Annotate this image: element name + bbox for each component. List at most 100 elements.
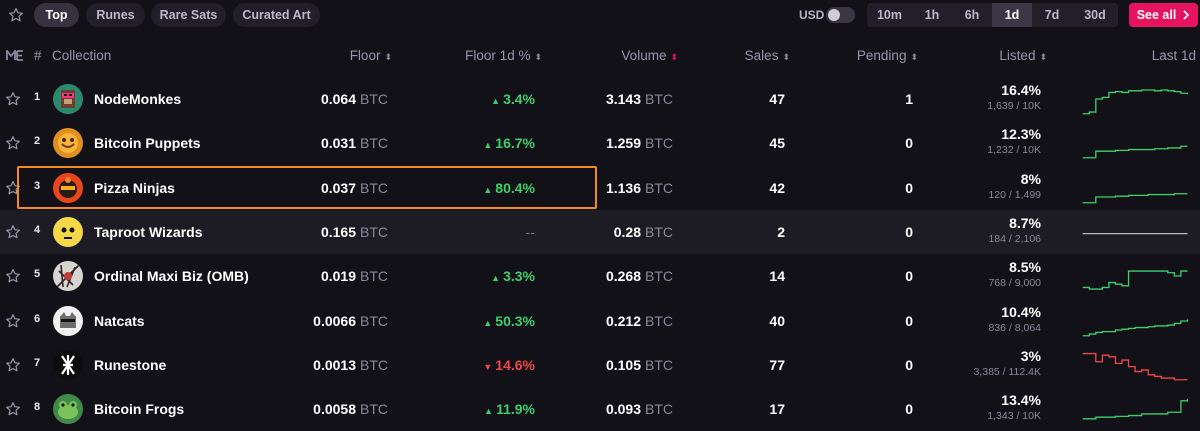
sales-count: 40 bbox=[769, 312, 785, 329]
sparkline-path bbox=[1082, 145, 1188, 159]
header-sales-label: Sales bbox=[744, 48, 779, 63]
favorite-star-icon[interactable] bbox=[5, 357, 21, 373]
star-outline-icon[interactable] bbox=[8, 7, 24, 23]
floor-change-value: 3.3% bbox=[503, 268, 535, 285]
volume-value: 3.143 bbox=[605, 91, 641, 107]
volume-unit: BTC bbox=[645, 401, 673, 418]
volume-value: 0.105 bbox=[605, 356, 641, 373]
listed-percent: 16.4% bbox=[1001, 82, 1041, 98]
table-row[interactable]: 7 Runestone 0.0013 BTC ▼ 14.6% 0.105 BTC 77… bbox=[0, 343, 1200, 387]
header-last-1d: Last 1d bbox=[1151, 48, 1196, 63]
favorite-star-icon[interactable] bbox=[5, 180, 21, 196]
timeframe-6h[interactable]: 6h bbox=[964, 8, 980, 22]
sparkline-chart bbox=[1082, 192, 1188, 203]
volume-unit: BTC bbox=[645, 179, 673, 196]
arrow-up-icon: ▲ bbox=[484, 406, 494, 417]
table-row[interactable]: 5 Ordinal Maxi Biz (OMB) 0.019 BTC ▲ 3.3% … bbox=[0, 254, 1200, 298]
favorite-star-icon[interactable] bbox=[5, 401, 21, 417]
header-floor-change[interactable]: Floor 1d % ⬍ bbox=[465, 48, 542, 63]
sparkline-chart bbox=[1082, 352, 1188, 381]
listed-count: 1,343 / 10K bbox=[987, 410, 1041, 423]
timeframe-7d[interactable]: 7d bbox=[1044, 8, 1060, 22]
favorite-star-icon[interactable] bbox=[5, 91, 21, 107]
sales-count: 42 bbox=[769, 179, 785, 196]
listed-percent: 8.7% bbox=[1009, 214, 1041, 231]
tab-rare-sats[interactable]: Rare Sats bbox=[151, 3, 226, 27]
rank-number: 6 bbox=[34, 312, 41, 325]
listed-count: 3,385 / 112.4K bbox=[973, 365, 1041, 378]
header-floor[interactable]: Floor ⬍ bbox=[350, 48, 392, 63]
table-row[interactable]: 2 Bitcoin Puppets 0.031 BTC ▲ 16.7% 1.259 B… bbox=[0, 121, 1200, 165]
pending-count: 0 bbox=[905, 135, 913, 152]
header-pending[interactable]: Pending ⬍ bbox=[857, 48, 918, 63]
floor-change-value: 50.3% bbox=[495, 312, 535, 329]
header-sales[interactable]: Sales ⬍ bbox=[745, 48, 790, 63]
floor-change: ▲ 50.3% bbox=[483, 313, 535, 329]
floor-value: 0.064 bbox=[320, 91, 356, 107]
table-row[interactable]: 1 NodeMonkes 0.064 BTC ▲ 3.4% 3.143 BTC 47 … bbox=[0, 77, 1200, 121]
volume-unit: BTC bbox=[645, 268, 673, 285]
floor-unit: BTC bbox=[360, 223, 388, 240]
listed-percent: 12.3% bbox=[1001, 126, 1041, 143]
table-row[interactable]: 8 Bitcoin Frogs 0.0058 BTC ▲ 11.9% 0.093 BT… bbox=[0, 387, 1200, 431]
usd-toggle[interactable] bbox=[826, 7, 855, 23]
collection-name[interactable]: Runestone bbox=[94, 356, 167, 373]
floor-price: 0.165 BTC bbox=[321, 224, 388, 240]
collection-name[interactable]: Bitcoin Puppets bbox=[94, 135, 201, 152]
volume-value: 1.136 bbox=[605, 179, 641, 196]
table-row[interactable]: 3 Pizza Ninjas 0.037 BTC ▲ 80.4% 1.136 BTC … bbox=[0, 166, 1200, 210]
sparkline-path bbox=[1082, 352, 1188, 381]
timeframe-1h[interactable]: 1h bbox=[924, 8, 940, 22]
floor-price: 0.0013 BTC bbox=[313, 357, 388, 373]
arrow-down-icon: ▼ bbox=[483, 361, 493, 372]
sort-icon: ⬍ bbox=[910, 52, 918, 62]
tab-runes[interactable]: Runes bbox=[86, 3, 145, 27]
floor-change: ▲ 80.4% bbox=[483, 180, 535, 196]
timeframe-10m[interactable]: 10m bbox=[876, 8, 903, 22]
volume-unit: BTC bbox=[645, 91, 673, 107]
favorite-star-icon[interactable] bbox=[5, 313, 21, 329]
volume: 0.268 BTC bbox=[606, 268, 673, 284]
table-row[interactable]: 6 Natcats 0.0066 BTC ▲ 50.3% 0.212 BTC 40 0… bbox=[0, 299, 1200, 343]
favorite-star-icon[interactable] bbox=[5, 135, 21, 151]
floor-price: 0.064 BTC bbox=[321, 91, 388, 107]
favorite-star-icon[interactable] bbox=[5, 224, 21, 240]
header-floor-label: Floor bbox=[349, 48, 381, 63]
volume: 1.259 BTC bbox=[606, 135, 673, 151]
collection-avatar bbox=[53, 305, 83, 336]
sparkline-chart bbox=[1082, 318, 1189, 336]
header-volume[interactable]: Volume ⬍ bbox=[621, 48, 678, 63]
listed-count: 184 / 2,106 bbox=[988, 232, 1041, 245]
collection-name[interactable]: Pizza Ninjas bbox=[94, 179, 175, 196]
favorite-star-icon[interactable] bbox=[5, 268, 21, 284]
sparkline-chart bbox=[1082, 145, 1188, 159]
tab-top[interactable]: Top bbox=[34, 3, 79, 27]
header-listed[interactable]: Listed ⬍ bbox=[999, 48, 1047, 63]
volume: 1.136 BTC bbox=[606, 180, 673, 196]
timeframe-1d[interactable]: 1d bbox=[992, 3, 1032, 27]
collection-name[interactable]: Natcats bbox=[94, 312, 145, 329]
floor-price: 0.037 BTC bbox=[321, 180, 388, 196]
floor-change: -- bbox=[526, 224, 535, 240]
floor-unit: BTC bbox=[360, 179, 388, 196]
collection-avatar bbox=[53, 349, 83, 380]
floor-unit: BTC bbox=[360, 268, 388, 285]
listed-percent: 13.4% bbox=[1001, 392, 1041, 409]
toggle-knob bbox=[828, 9, 840, 21]
collection-name[interactable]: Ordinal Maxi Biz (OMB) bbox=[94, 268, 249, 285]
collection-name[interactable]: Bitcoin Frogs bbox=[94, 401, 185, 418]
arrow-up-icon: ▲ bbox=[491, 273, 501, 284]
tab-curated-art[interactable]: Curated Art bbox=[233, 3, 320, 27]
sort-icon: ⬍ bbox=[1039, 52, 1047, 62]
header-floor-change-label: Floor 1d % bbox=[465, 48, 531, 63]
table-row[interactable]: 4 Taproot Wizards 0.165 BTC -- 0.28 BTC 2 … bbox=[0, 209, 1200, 254]
collection-name[interactable]: NodeMonkes bbox=[94, 91, 182, 107]
sales-count: 77 bbox=[769, 356, 785, 373]
magic-eden-logo-icon bbox=[6, 48, 24, 64]
sparkline-path bbox=[1082, 270, 1188, 290]
pending-count: 0 bbox=[905, 223, 913, 240]
see-all-button[interactable]: See all bbox=[1129, 3, 1198, 27]
timeframe-30d[interactable]: 30d bbox=[1084, 8, 1106, 22]
collection-name[interactable]: Taproot Wizards bbox=[94, 223, 203, 240]
rank-number: 1 bbox=[34, 91, 41, 103]
